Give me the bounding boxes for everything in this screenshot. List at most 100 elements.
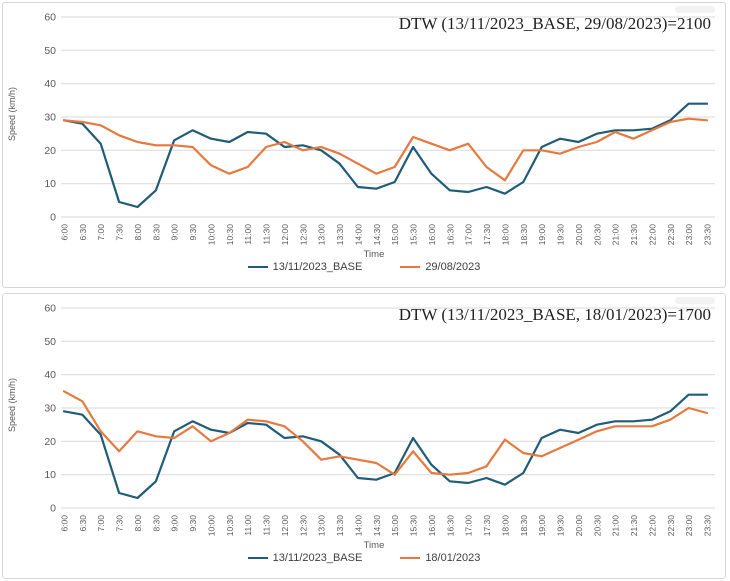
x-tick-label: 23:00 — [684, 515, 694, 537]
x-tick-label: 12:00 — [280, 224, 290, 246]
x-tick-label: 8:00 — [133, 224, 143, 241]
x-tick-label: 12:30 — [298, 224, 308, 246]
y-axis-title: Speed (km/h) — [5, 302, 19, 507]
legend-item: 13/11/2023_BASE — [247, 552, 362, 564]
x-tick-label: 14:00 — [353, 224, 363, 246]
x-tick-label: 10:30 — [225, 224, 235, 246]
x-tick-label: 7:00 — [96, 224, 106, 241]
x-tick-label: 8:30 — [151, 515, 161, 532]
x-tick-label: 13:00 — [317, 515, 327, 537]
x-tick-label: 12:30 — [298, 515, 308, 537]
x-tick-label: 23:30 — [703, 515, 713, 537]
legend: 13/11/2023_BASE 29/08/2023 — [3, 261, 725, 273]
x-tick-label: 18:30 — [519, 224, 529, 246]
x-tick-label: 12:00 — [280, 515, 290, 537]
x-tick-label: 23:30 — [703, 224, 713, 246]
x-tick-label: 8:30 — [151, 224, 161, 241]
x-tick-label: 14:30 — [372, 515, 382, 537]
x-tick-label: 17:30 — [482, 224, 492, 246]
x-tick-label: 9:00 — [170, 224, 180, 241]
x-tick-label: 20:30 — [592, 224, 602, 246]
x-tick-label: 14:30 — [372, 224, 382, 246]
x-tick-label: 6:00 — [60, 515, 70, 532]
y-tick-label: 20 — [44, 436, 56, 448]
x-tick-label: 6:30 — [78, 224, 88, 241]
y-tick-label: 10 — [44, 178, 56, 190]
x-axis-title: Time — [363, 249, 385, 260]
x-tick-label: 22:00 — [647, 224, 657, 246]
x-tick-label: 6:00 — [60, 224, 70, 241]
y-tick-label: 50 — [44, 45, 56, 57]
legend-label: 29/08/2023 — [425, 261, 481, 273]
x-tick-label: 13:30 — [335, 224, 345, 246]
y-tick-label: 10 — [44, 469, 56, 481]
series-line — [62, 117, 709, 182]
legend-item: 29/08/2023 — [400, 261, 480, 273]
series-line — [62, 102, 709, 209]
x-tick-label: 20:00 — [574, 515, 584, 537]
x-tick-label: 16:00 — [427, 224, 437, 246]
chart-title: DTW (13/11/2023_BASE, 18/01/2023)=1700 — [398, 305, 711, 324]
x-tick-label: 9:30 — [188, 515, 198, 532]
x-tick-label: 16:00 — [427, 515, 437, 537]
panel-corner-tab — [675, 6, 715, 13]
x-tick-label: 22:00 — [647, 515, 657, 537]
x-tick-label: 21:30 — [629, 515, 639, 537]
chart-title: DTW (13/11/2023_BASE, 29/08/2023)=2100 — [398, 14, 711, 33]
y-tick-label: 30 — [44, 112, 56, 124]
y-axis-title-text: Speed (km/h) — [7, 86, 17, 141]
x-tick-label: 19:30 — [556, 224, 566, 246]
y-tick-label: 0 — [50, 503, 56, 515]
legend-line-swatch-base — [247, 265, 268, 269]
x-tick-label: 18:00 — [500, 224, 510, 246]
x-tick-label: 9:00 — [170, 515, 180, 532]
legend-line-swatch-base — [247, 556, 268, 560]
x-tick-label: 22:30 — [666, 224, 676, 246]
line-plot: 0 10 20 30 40 50 60 6:00 6:30 7:00 7:30 8:00 8:30 9:0… — [44, 303, 715, 537]
y-tick-label: 60 — [44, 12, 56, 24]
y-tick-label: 30 — [44, 403, 56, 415]
legend-item: 18/01/2023 — [400, 552, 480, 564]
x-tick-label: 19:30 — [556, 515, 566, 537]
y-tick-label: 20 — [44, 145, 56, 157]
legend-item: 13/11/2023_BASE — [247, 261, 362, 273]
x-tick-label: 21:00 — [611, 515, 621, 537]
series-line — [62, 390, 709, 476]
x-tick-label: 18:30 — [519, 515, 529, 537]
x-tick-label: 17:30 — [482, 515, 492, 537]
x-tick-label: 16:30 — [445, 515, 455, 537]
x-tick-label: 19:00 — [537, 224, 547, 246]
x-tick-label: 15:30 — [409, 515, 419, 537]
y-tick-label: 0 — [50, 212, 56, 224]
x-tick-label: 16:30 — [445, 224, 455, 246]
series-line — [62, 393, 709, 500]
legend: 13/11/2023_BASE 18/01/2023 — [3, 552, 725, 564]
x-tick-label: 14:00 — [353, 515, 363, 537]
x-tick-label: 10:30 — [225, 515, 235, 537]
legend-label: 18/01/2023 — [425, 552, 481, 564]
y-tick-label: 60 — [44, 303, 56, 315]
x-tick-label: 11:30 — [262, 224, 272, 245]
x-tick-label: 15:30 — [409, 224, 419, 246]
y-tick-label: 50 — [44, 336, 56, 348]
x-tick-label: 7:00 — [96, 515, 106, 532]
x-tick-label: 10:00 — [207, 515, 217, 537]
line-plot: 0 10 20 30 40 50 60 6:00 6:30 7:00 7:30 8:00 8:30 9:0… — [44, 12, 715, 246]
x-tick-label: 21:30 — [629, 224, 639, 246]
x-tick-label: 21:00 — [611, 224, 621, 246]
x-tick-label: 7:30 — [115, 224, 125, 241]
x-tick-label: 10:00 — [207, 224, 217, 246]
x-tick-label: 11:00 — [243, 224, 253, 245]
x-tick-label: 11:30 — [262, 515, 272, 536]
x-tick-label: 19:00 — [537, 515, 547, 537]
x-tick-label: 20:30 — [592, 515, 602, 537]
x-tick-label: 18:00 — [500, 515, 510, 537]
legend-line-swatch-compare — [400, 265, 421, 269]
x-tick-label: 7:30 — [115, 515, 125, 532]
x-tick-label: 15:00 — [390, 515, 400, 537]
x-tick-label: 8:00 — [133, 515, 143, 532]
y-axis-title-text: Speed (km/h) — [7, 377, 17, 432]
x-tick-label: 23:00 — [684, 224, 694, 246]
x-tick-label: 15:00 — [390, 224, 400, 246]
